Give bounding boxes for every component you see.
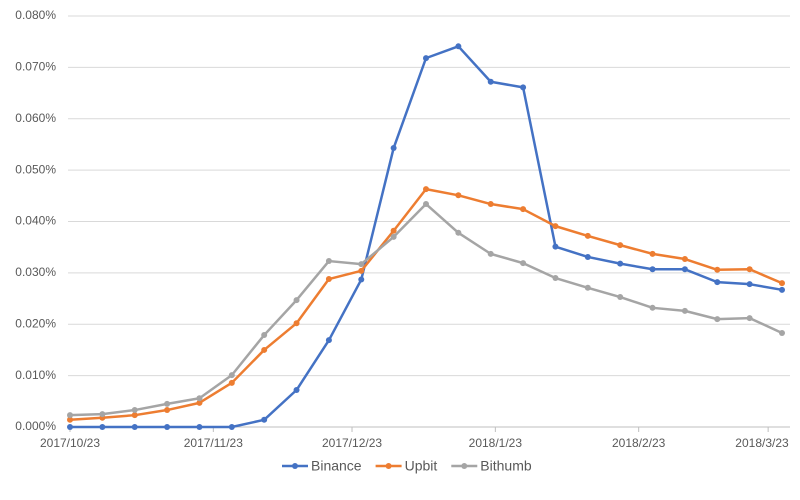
marker	[196, 424, 203, 430]
marker	[746, 315, 753, 322]
marker	[67, 412, 73, 419]
marker	[131, 407, 138, 414]
marker	[196, 399, 203, 406]
marker	[617, 294, 624, 301]
marker	[681, 307, 688, 314]
marker	[293, 387, 300, 394]
marker	[649, 304, 656, 311]
marker	[196, 395, 203, 402]
marker	[99, 411, 106, 418]
marker	[714, 316, 721, 323]
marker	[520, 84, 527, 91]
y-tick-label: 0.050%	[15, 162, 56, 176]
marker	[617, 260, 624, 267]
marker	[487, 78, 494, 85]
marker	[584, 232, 591, 239]
marker	[552, 243, 559, 250]
marker	[325, 276, 332, 283]
marker	[423, 201, 429, 208]
marker	[714, 266, 721, 273]
marker	[584, 284, 591, 291]
marker	[681, 266, 688, 273]
marker	[228, 372, 235, 379]
marker	[261, 416, 268, 423]
marker	[552, 223, 559, 230]
x-tick-label: 2017/10/23	[40, 436, 100, 450]
marker	[487, 201, 494, 208]
marker	[714, 279, 721, 286]
marker	[746, 266, 753, 273]
marker	[228, 379, 235, 386]
marker	[779, 280, 785, 287]
marker	[779, 329, 785, 336]
legend-marker	[385, 463, 392, 469]
x-tick-label: 2018/2/23	[612, 436, 666, 450]
x-tick-label: 2018/1/23	[469, 436, 523, 450]
marker	[649, 250, 656, 257]
legend: Binance Upbit Bithumb	[282, 458, 532, 474]
marker	[455, 192, 462, 199]
marker	[99, 424, 106, 430]
marker	[325, 337, 332, 344]
marker	[520, 260, 527, 267]
y-tick-label: 0.040%	[15, 214, 56, 228]
line	[70, 45, 783, 429]
marker	[67, 424, 73, 430]
marker	[390, 233, 397, 240]
marker	[293, 320, 300, 327]
marker	[164, 400, 171, 407]
marker	[228, 424, 235, 430]
y-tick-label: 0.060%	[15, 111, 56, 125]
marker	[423, 186, 429, 193]
marker	[390, 227, 397, 234]
marker	[746, 281, 753, 288]
marker	[455, 43, 462, 50]
y-tick-label: 0.070%	[15, 60, 56, 74]
legend-label: Bithumb	[480, 458, 532, 474]
marker	[325, 258, 332, 265]
marker	[779, 286, 785, 293]
marker	[261, 332, 268, 339]
x-tick-label: 2017/12/23	[322, 436, 382, 450]
legend-marker	[461, 463, 468, 469]
marker	[358, 261, 365, 268]
legend-label: Binance	[311, 458, 362, 474]
marker	[358, 267, 365, 274]
x-tick-label: 2017/11/23	[184, 436, 243, 450]
x-tick-label: 2018/3/23	[735, 436, 789, 450]
y-tick-label: 0.010%	[15, 368, 56, 382]
marker	[520, 206, 527, 213]
marker	[681, 256, 688, 263]
y-tick-label: 0.030%	[15, 265, 56, 279]
marker	[390, 145, 397, 152]
marker	[67, 416, 73, 423]
y-tick-label: 0.080%	[15, 8, 56, 22]
marker	[358, 276, 365, 283]
marker	[131, 412, 138, 419]
marker	[261, 346, 268, 353]
marker	[293, 297, 300, 304]
marker	[487, 250, 494, 257]
marker	[552, 275, 559, 282]
marker	[649, 266, 656, 273]
line	[69, 202, 783, 417]
marker	[164, 424, 171, 430]
marker	[455, 229, 462, 236]
legend-marker	[292, 463, 298, 469]
line	[69, 187, 783, 422]
marker	[617, 242, 624, 249]
marker	[131, 424, 138, 430]
marker	[584, 253, 591, 260]
marker	[423, 55, 429, 62]
y-tick-label: 0.020%	[15, 316, 56, 330]
marker	[164, 407, 171, 414]
legend-label: Upbit	[405, 458, 438, 474]
y-tick-label: 0.000%	[15, 419, 56, 433]
